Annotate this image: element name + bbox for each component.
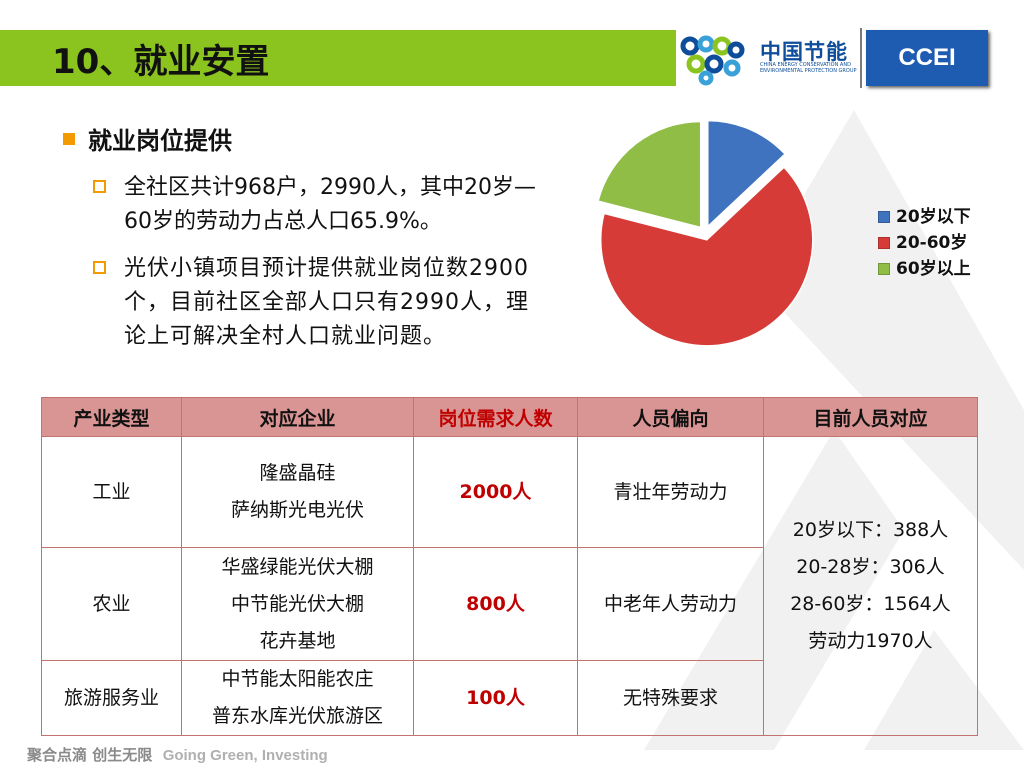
footer-slogan-en: Going Green, Investing	[162, 747, 328, 764]
table-row: 农业 华盛绿能光伏大棚 中节能光伏大棚 花卉基地 800人 中老年人劳动力	[41, 547, 978, 661]
header-industry: 产业类型	[41, 397, 182, 437]
header-preference: 人员偏向	[577, 397, 764, 437]
logo-icon	[680, 35, 745, 86]
current-staff-line: 20-28岁：306人	[796, 556, 945, 578]
bullet-icon	[93, 261, 106, 274]
title-bar	[0, 30, 680, 86]
company-name: 花卉基地	[259, 629, 336, 652]
cell-current-staff: 20岁以下：388人 20-28岁：306人 28-60岁：1564人 劳动力1…	[763, 436, 978, 736]
current-staff-line: 28-60岁：1564人	[790, 593, 951, 615]
ccei-badge: CCEI	[866, 30, 988, 86]
footer-slogan-cn: 聚合点滴 创生无限	[27, 746, 153, 764]
heading-bullet-icon	[63, 133, 75, 145]
cell-industry: 农业	[41, 547, 182, 661]
cell-preference: 青壮年劳动力	[577, 436, 764, 548]
bullet-text-1: 全社区共计968户，2990人，其中20岁—60岁的劳动力占总人口65.9%。	[124, 175, 536, 234]
cell-industry: 工业	[41, 436, 182, 548]
company-name: 中节能光伏大棚	[230, 592, 364, 615]
legend-swatch-red	[878, 237, 890, 249]
section-heading: 就业岗位提供	[88, 127, 232, 155]
current-staff-line: 劳动力1970人	[808, 630, 933, 652]
legend-label: 20岁以下	[896, 207, 971, 227]
table-row: 工业 隆盛晶硅 萨纳斯光电光伏 2000人 青壮年劳动力 20岁以下：388人 …	[41, 436, 978, 736]
company-name: 华盛绿能光伏大棚	[221, 555, 374, 578]
cell-preference: 中老年人劳动力	[577, 547, 764, 661]
bullet-icon	[93, 180, 106, 193]
cell-companies: 隆盛晶硅 萨纳斯光电光伏	[181, 436, 414, 548]
legend-item: 20-60岁	[878, 230, 971, 256]
cell-demand: 800人	[413, 547, 578, 661]
company-name: 普东水库光伏旅游区	[211, 705, 383, 727]
legend-swatch-green	[878, 263, 890, 275]
footer: 聚合点滴 创生无限 Going Green, Investing	[27, 744, 328, 765]
header-current: 目前人员对应	[763, 397, 978, 437]
company-name: 萨纳斯光电光伏	[230, 499, 364, 521]
legend-label: 60岁以上	[896, 259, 971, 279]
logo-name: 中国节能	[760, 40, 848, 64]
table-row: 旅游服务业 中节能太阳能农庄 普东水库光伏旅游区 100人 无特殊要求	[41, 660, 978, 736]
header-demand: 岗位需求人数	[413, 397, 578, 437]
cell-companies: 华盛绿能光伏大棚 中节能光伏大棚 花卉基地	[181, 547, 414, 661]
age-pie-chart	[597, 119, 814, 347]
logo-subtitle: CHINA ENERGY CONSERVATION AND ENVIRONMEN…	[760, 62, 857, 74]
header-divider	[860, 28, 862, 88]
cell-preference: 无特殊要求	[577, 660, 764, 736]
legend-item: 60岁以上	[878, 256, 971, 282]
table-header-row: 产业类型 对应企业 岗位需求人数 人员偏向 目前人员对应	[41, 397, 978, 437]
cell-companies: 中节能太阳能农庄 普东水库光伏旅游区	[181, 660, 414, 736]
pie-slice-3	[597, 120, 702, 229]
legend-swatch-blue	[878, 211, 890, 223]
page-title: 10、就业安置	[52, 42, 270, 82]
header-company: 对应企业	[181, 397, 414, 437]
legend-label: 20-60岁	[896, 233, 968, 253]
legend-item: 20岁以下	[878, 204, 971, 230]
cell-demand: 2000人	[413, 436, 578, 548]
chart-legend: 20岁以下 20-60岁 60岁以上	[878, 204, 971, 282]
cell-demand: 100人	[413, 660, 578, 736]
cell-industry: 旅游服务业	[41, 660, 182, 736]
pie-slice-2	[599, 166, 814, 347]
employment-table: 产业类型 对应企业 岗位需求人数 人员偏向 目前人员对应 工业 隆盛晶硅 萨纳斯…	[41, 397, 978, 736]
bullet-text-2: 光伏小镇项目预计提供就业岗位数2900个，目前社区全部人口只有2990人，理论上…	[124, 256, 529, 349]
pie-slice-1	[707, 119, 787, 229]
company-name: 中节能太阳能农庄	[221, 668, 374, 690]
company-name: 隆盛晶硅	[259, 462, 336, 484]
current-staff-line: 20岁以下：388人	[792, 519, 949, 541]
logo	[676, 30, 854, 86]
